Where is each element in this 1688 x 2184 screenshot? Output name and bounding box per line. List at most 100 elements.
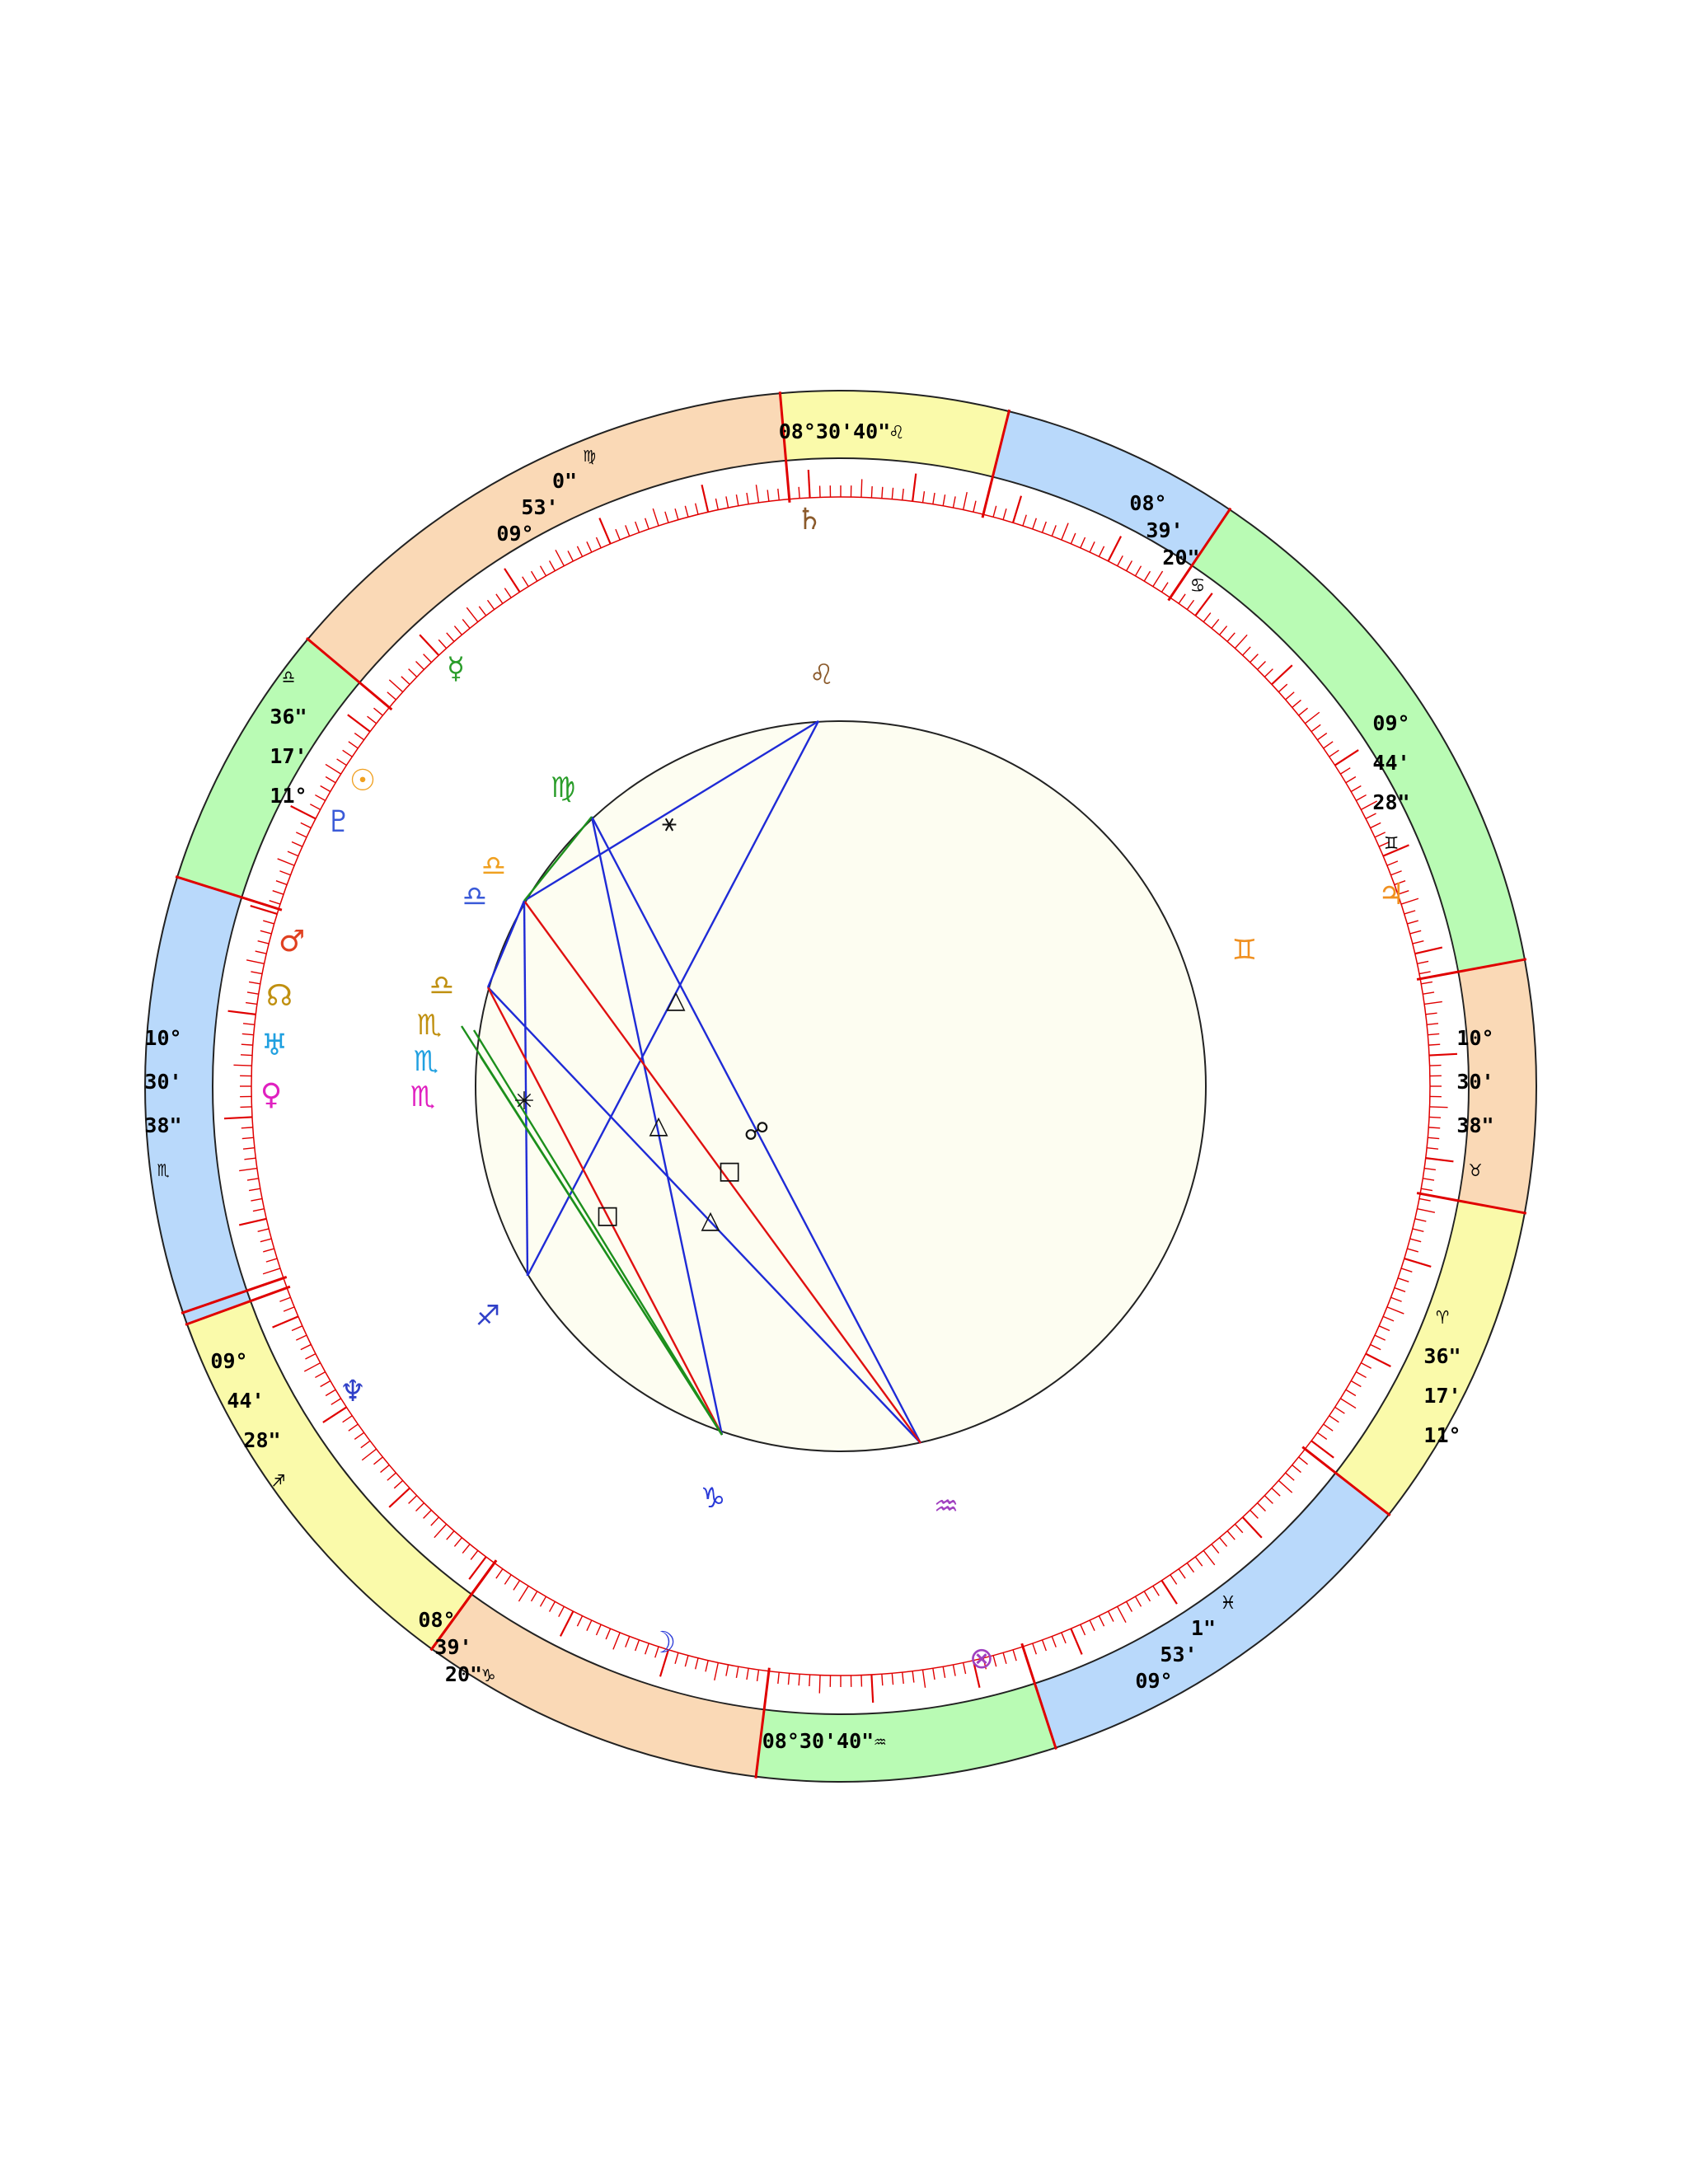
taurus-sign-icon: ♉ [1469, 1157, 1481, 1181]
degree-tick [1414, 946, 1443, 955]
cusp-line [1020, 1643, 1057, 1750]
degree-tick [1414, 1218, 1427, 1222]
trine-icon: △ [649, 1111, 668, 1140]
aspect-line [590, 816, 724, 1436]
cusp-degree-text: 20" [1162, 546, 1199, 569]
trine-icon: △ [701, 1206, 720, 1235]
degree-tick [1051, 1636, 1057, 1647]
cusp-degree-text: 08° [418, 1608, 455, 1632]
degree-tick [257, 940, 270, 944]
degree-tick [348, 1423, 359, 1432]
degree-tick [462, 619, 471, 629]
degree-tick [279, 1296, 291, 1302]
degree-tick [478, 606, 487, 616]
degree-tick [290, 804, 316, 820]
virgo-marker-icon: ♍ [551, 771, 575, 804]
degree-tick [320, 1380, 331, 1388]
part-of-fortune-icon: ⊗ [969, 1642, 994, 1675]
degree-tick [360, 1440, 371, 1449]
degree-tick [315, 794, 326, 801]
degree-tick [238, 1217, 267, 1226]
cusp-degree-text: 44' [1372, 751, 1409, 775]
cusp-degree-text: 17' [1423, 1384, 1461, 1408]
degree-tick [1390, 870, 1402, 876]
degree-tick [468, 1556, 487, 1580]
degree-tick [1278, 683, 1288, 693]
degree-tick [419, 634, 440, 656]
cusp-labels: 08°30'40"♌ 08° 39' 20" ♋ 09° 44' 28" ♊ 10° 30' 38" ♉… [144, 419, 1493, 1753]
capricorn-marker-icon: ♑ [701, 1482, 725, 1515]
degree-tick [746, 492, 749, 504]
degree-tick [1292, 699, 1301, 708]
degree-tick [777, 1672, 780, 1685]
degree-tick [248, 981, 260, 985]
degree-tick [1002, 1652, 1007, 1664]
degree-tick [336, 758, 347, 766]
cusp-degree-text: 44' [227, 1389, 264, 1413]
degree-tick [388, 1487, 410, 1508]
cusp-degree-text: 30' [144, 1070, 181, 1094]
degree-tick [408, 1495, 418, 1504]
degree-tick [1390, 1296, 1402, 1302]
degree-tick [635, 521, 640, 533]
degree-tick [1397, 889, 1409, 895]
degree-tick [1417, 960, 1429, 965]
scorpio-marker-icon: ♏ [410, 1080, 435, 1113]
degree-tick [423, 1509, 432, 1519]
degree-tick [1356, 794, 1367, 801]
degree-tick [354, 1432, 364, 1441]
degree-tick [725, 496, 729, 509]
cusp-degree-text: 09° [1135, 1669, 1172, 1693]
degree-tick [921, 490, 926, 504]
degree-tick [1418, 1197, 1431, 1202]
degree-tick [453, 626, 462, 635]
degree-tick [870, 485, 873, 499]
degree-tick [1186, 599, 1195, 610]
degree-tick [1264, 668, 1273, 677]
degree-tick [1012, 1649, 1017, 1661]
degree-tick [952, 1664, 956, 1676]
degree-tick [725, 1664, 729, 1676]
degree-tick [1080, 1624, 1086, 1636]
degree-tick [539, 1596, 547, 1607]
degree-tick [1423, 1178, 1435, 1181]
degree-tick [1107, 1610, 1114, 1622]
cusp-line [981, 409, 1011, 518]
degree-tick [818, 1675, 821, 1694]
degree-tick [522, 576, 529, 588]
degree-tick [277, 858, 295, 866]
degree-tick [291, 841, 303, 847]
north-node-icon: ☊ [266, 979, 293, 1013]
degree-tick [241, 1137, 254, 1140]
degree-tick [644, 1643, 649, 1655]
degree-tick [1421, 981, 1433, 985]
cusp-degree-text: 09° [1372, 711, 1409, 735]
degree-tick [296, 832, 307, 838]
degree-tick [1323, 741, 1334, 749]
degree-tick [674, 1652, 679, 1664]
degree-tick [401, 676, 410, 685]
degree-tick [1409, 1238, 1422, 1243]
degree-tick [1360, 800, 1378, 810]
degree-tick [952, 496, 956, 509]
cusp-band-left-lower [186, 1301, 472, 1649]
degree-tick [380, 1465, 390, 1474]
degree-tick [777, 488, 780, 500]
degree-tick [992, 505, 997, 518]
degree-tick [1334, 749, 1359, 766]
degree-tick [246, 959, 265, 965]
cusp-degree-text: 28" [243, 1428, 280, 1452]
degree-tick [248, 1188, 260, 1192]
cusp-band-right [1458, 959, 1537, 1213]
degree-tick [1382, 1315, 1395, 1322]
degree-tick [325, 763, 342, 775]
degree-tick [1134, 1596, 1142, 1607]
cusp-line [1416, 958, 1527, 981]
degree-tick-ring [223, 469, 1458, 1704]
cusp-line [778, 391, 791, 503]
degree-tick [652, 508, 659, 527]
degree-tick [684, 505, 689, 518]
degree-tick [1257, 661, 1266, 670]
outer-ring-outline [144, 390, 1537, 1783]
